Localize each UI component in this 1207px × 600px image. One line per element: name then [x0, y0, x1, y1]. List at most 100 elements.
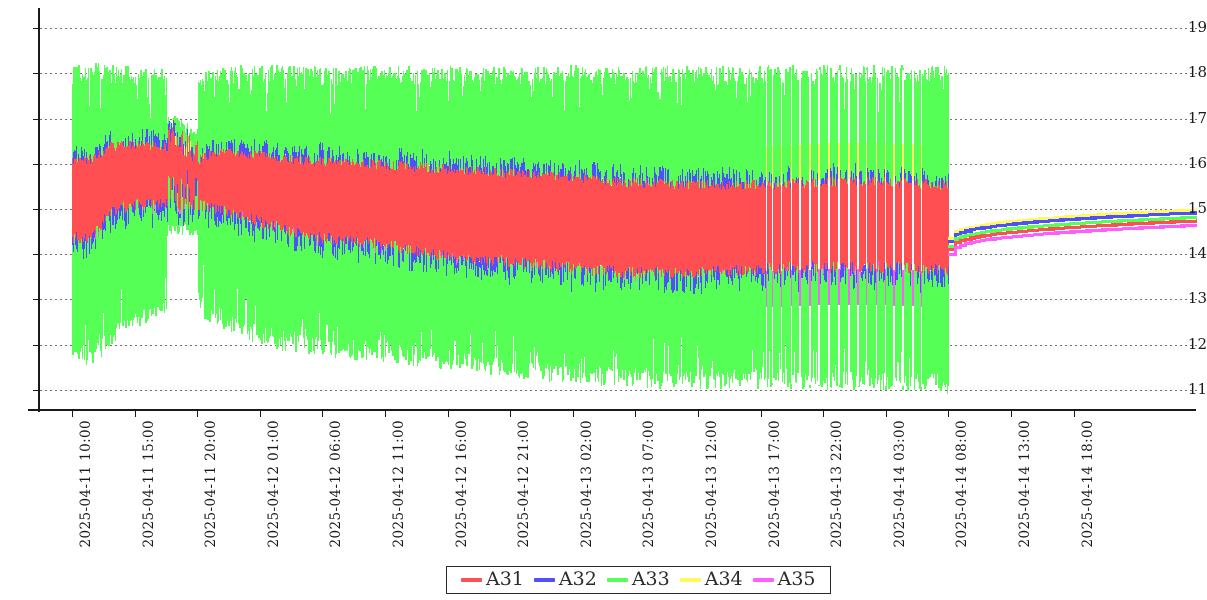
series-a35-segment [242, 211, 244, 216]
series-a33-segment [197, 209, 200, 294]
series-a31-segment [246, 157, 249, 218]
dropout-spike [771, 69, 774, 383]
series-a33-segment [273, 79, 275, 160]
series-a33-segment [212, 207, 214, 314]
series-a33-segment [294, 232, 296, 332]
series-a32-segment [153, 135, 156, 146]
series-a32-segment [85, 152, 88, 165]
series-a33-segment [99, 107, 102, 158]
series-a33-segment [244, 85, 246, 153]
series-a33-segment [111, 208, 113, 345]
series-a32-segment [223, 215, 225, 224]
series-a31-segment [93, 155, 95, 232]
series-a31-segment [269, 157, 272, 228]
series-a33-segment [240, 65, 242, 154]
series-a33-segment [216, 204, 219, 325]
series-a31-segment [180, 135, 183, 179]
series-a33-segment [136, 98, 139, 148]
series-a35-spike [838, 269, 840, 306]
series-a32-segment [947, 174, 950, 188]
series-a33-segment [90, 237, 92, 349]
series-a32-segment [104, 135, 107, 150]
series-a33-segment [236, 217, 239, 289]
series-a31-segment [78, 161, 80, 241]
series-a31-segment [223, 148, 225, 216]
series-a31-segment [91, 158, 93, 239]
series-a33-segment [90, 67, 92, 164]
series-a33-segment [159, 204, 161, 311]
series-a33-segment [212, 72, 214, 152]
series-a33-segment [168, 178, 171, 232]
series-a31-segment [108, 147, 110, 217]
series-a34-segment [185, 147, 188, 157]
series-a32-segment [174, 186, 176, 203]
series-a31-segment [281, 160, 284, 231]
series-a31-segment [128, 146, 130, 208]
series-a33-segment [190, 128, 192, 152]
series-a32-segment [103, 144, 106, 154]
series-a32-segment [126, 211, 128, 227]
series-a33-segment [217, 81, 220, 153]
series-a33-segment [106, 66, 108, 149]
series-a31-segment [225, 150, 227, 210]
series-a33-segment [298, 66, 301, 157]
series-a35-spike [780, 270, 783, 307]
series-a33-segment [164, 207, 167, 279]
series-a32-segment [152, 129, 155, 141]
series-a31-segment [259, 155, 261, 222]
series-a32-segment [103, 213, 106, 230]
series-a33-segment [131, 204, 134, 327]
series-a31-segment [135, 144, 138, 201]
series-a32-segment [122, 206, 124, 221]
series-a32-segment [286, 234, 289, 245]
series-a32-segment [205, 210, 207, 220]
series-a32-segment [83, 239, 86, 250]
series-a32-segment [95, 146, 97, 156]
series-a34-segment [187, 143, 190, 153]
series-a32-segment [157, 137, 159, 148]
series-a31-segment [249, 150, 252, 221]
series-a33-segment [215, 212, 218, 314]
series-a33-segment [83, 239, 86, 360]
series-a33-segment [113, 207, 115, 335]
series-a33-segment [248, 221, 251, 340]
series-a33-segment [181, 123, 184, 131]
series-a33-segment [211, 202, 213, 306]
series-a31-segment [162, 148, 164, 203]
series-a33-segment [118, 207, 121, 329]
series-a32-segment [293, 151, 295, 165]
series-a31-segment [255, 150, 257, 227]
series-a33-segment [139, 202, 141, 326]
series-a32-segment [228, 140, 230, 149]
series-a32-segment [118, 207, 121, 219]
series-a33-segment [242, 211, 244, 328]
series-a35-spike [790, 270, 793, 307]
series-a32-segment [222, 205, 224, 215]
series-a31-segment [291, 161, 293, 234]
series-a31-segment [198, 163, 201, 210]
series-a32-segment [156, 136, 158, 148]
series-a33-segment [131, 79, 134, 146]
series-a31-segment [222, 151, 224, 206]
series-a33-segment [280, 67, 283, 160]
series-a31-segment [75, 158, 77, 238]
series-a31-segment [92, 161, 94, 234]
series-a31-segment [79, 158, 81, 243]
series-a33-segment [199, 200, 202, 309]
series-a34-spike [818, 143, 820, 180]
series-a33-segment [240, 212, 242, 304]
series-a32-segment [181, 183, 184, 197]
series-a31-segment [288, 161, 290, 236]
series-a33-segment [85, 240, 88, 365]
series-a31-segment [182, 154, 185, 210]
series-a31-segment [276, 160, 278, 222]
series-a33-segment [81, 237, 84, 359]
series-a33-segment [218, 205, 221, 308]
series-a33-segment [104, 68, 107, 150]
series-a32-segment [173, 119, 175, 131]
series-a33-segment [143, 209, 145, 310]
series-a33-segment [292, 79, 294, 157]
series-a32-segment [140, 204, 142, 218]
series-a32-segment [169, 199, 172, 208]
series-a33-segment [140, 204, 142, 308]
